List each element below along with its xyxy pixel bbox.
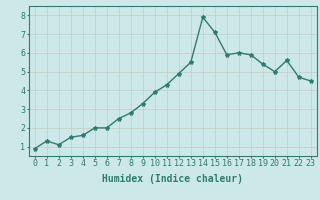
X-axis label: Humidex (Indice chaleur): Humidex (Indice chaleur) — [102, 174, 243, 184]
